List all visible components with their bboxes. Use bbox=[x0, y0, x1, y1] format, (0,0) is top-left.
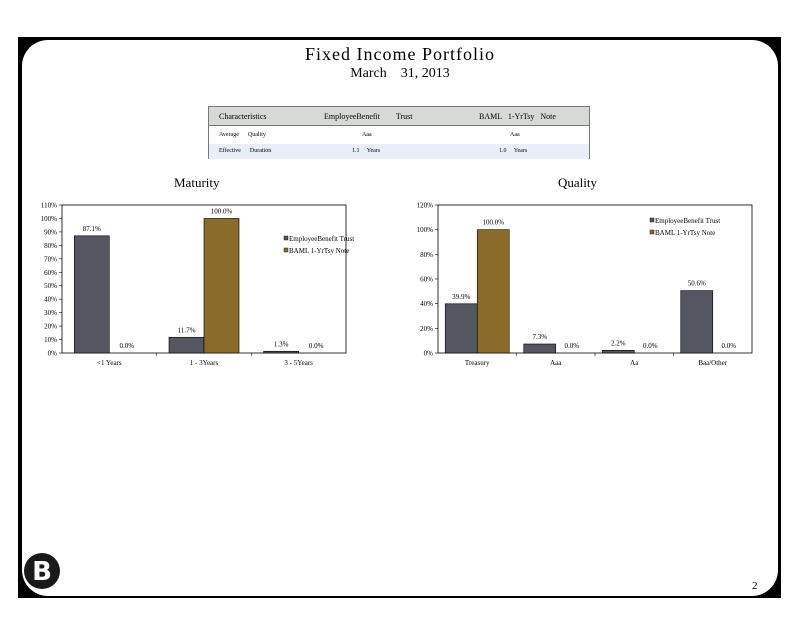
page-subtitle: March 31, 2013 bbox=[350, 66, 450, 81]
table-header-cell: Characteristics bbox=[219, 112, 267, 121]
page-title: Fixed Income Portfolio bbox=[305, 44, 495, 64]
y-tick-label: 10% bbox=[44, 336, 57, 344]
data-label: 0.0% bbox=[309, 342, 324, 350]
y-tick-label: 30% bbox=[44, 309, 57, 317]
table-header-row: Characteristics EmployeeBenefit Trust BA… bbox=[209, 107, 589, 126]
y-tick-label: 80% bbox=[44, 242, 57, 250]
y-tick-label: 80% bbox=[420, 251, 433, 259]
bar bbox=[601, 349, 635, 354]
y-tick-label: 20% bbox=[44, 323, 57, 331]
data-label: 87.1% bbox=[83, 225, 101, 233]
data-label: 7.3% bbox=[532, 333, 547, 341]
data-label: 100.0% bbox=[482, 219, 504, 227]
legend-swatch bbox=[649, 229, 655, 235]
x-tick-label: Aaa bbox=[550, 359, 562, 367]
quality-chart: 0% 20% 40% 60% 80% 100% 120% 39.9% 100.0% Treasur… bbox=[417, 202, 753, 367]
x-tick-label: Aa bbox=[630, 359, 639, 367]
y-tick-label: 40% bbox=[420, 300, 433, 308]
logo-letter: B bbox=[32, 557, 52, 587]
y-tick-label: 50% bbox=[44, 282, 57, 290]
table-cell: Average Quality bbox=[219, 132, 266, 138]
y-tick-label: 120% bbox=[417, 202, 434, 210]
company-logo: B bbox=[24, 553, 60, 589]
table-cell: Effective Duration bbox=[219, 148, 272, 154]
x-tick-label: 3 - 5Years bbox=[284, 359, 313, 367]
maturity-chart-title: Maturity bbox=[174, 175, 220, 190]
bar bbox=[203, 218, 240, 354]
table-header-cell: BAML 1-YrTsy Note bbox=[479, 112, 556, 121]
legend-label: EmployeeBenefit Trust bbox=[289, 235, 354, 243]
y-tick-label: 40% bbox=[44, 296, 57, 304]
bar bbox=[74, 235, 110, 354]
y-tick-label: 0% bbox=[48, 350, 58, 358]
x-tick-label: <1 Years bbox=[97, 359, 122, 367]
y-tick-label: 70% bbox=[44, 255, 57, 263]
data-label: 100.0% bbox=[211, 207, 233, 215]
bar bbox=[523, 343, 557, 354]
data-label: 0.0% bbox=[721, 342, 736, 350]
y-tick-label: 60% bbox=[420, 276, 433, 284]
data-label: 0.0% bbox=[643, 342, 658, 350]
characteristics-table: Characteristics EmployeeBenefit Trust BA… bbox=[208, 106, 590, 159]
bar bbox=[444, 303, 478, 354]
table-row: Average Quality Aaa Aaa bbox=[209, 128, 589, 143]
bar bbox=[680, 290, 714, 354]
legend-swatch bbox=[649, 217, 655, 223]
legend-label: BAML 1-YrTsy Note bbox=[655, 229, 715, 237]
y-tick-label: 90% bbox=[44, 228, 57, 236]
data-label: 0.0% bbox=[564, 342, 579, 350]
page-number: 2 bbox=[752, 580, 758, 592]
y-tick-label: 0% bbox=[424, 350, 434, 358]
table-cell: Aaa bbox=[510, 132, 520, 138]
maturity-chart: 0% 10% 20% 30% 40% 50% 60% 70% 80% 90% 100% 110% 87.… bbox=[41, 202, 355, 368]
bar bbox=[476, 229, 510, 354]
table-row: Effective Duration 1.1 Years 1.0 Years bbox=[209, 144, 589, 159]
data-label: 39.9% bbox=[452, 293, 470, 301]
legend-swatch bbox=[283, 235, 289, 241]
y-tick-label: 20% bbox=[420, 325, 433, 333]
x-tick-label: Treasury bbox=[465, 359, 490, 367]
data-label: 50.6% bbox=[688, 280, 706, 288]
x-tick-label: 1 - 3Years bbox=[190, 359, 219, 367]
quality-chart-title: Quality bbox=[558, 175, 597, 190]
y-tick-label: 110% bbox=[41, 202, 57, 210]
data-label: 0.0% bbox=[120, 342, 135, 350]
y-tick-label: 60% bbox=[44, 269, 57, 277]
x-tick-label: Baa/Other bbox=[698, 359, 727, 367]
bar bbox=[263, 350, 299, 354]
data-label: 1.3% bbox=[274, 340, 289, 348]
y-tick-label: 100% bbox=[417, 226, 434, 234]
table-cell: 1.1 Years bbox=[352, 148, 381, 154]
table-cell: 1.0 Years bbox=[499, 148, 528, 154]
table-header-cell: EmployeeBenefit Trust bbox=[324, 112, 413, 121]
table-cell: Aaa bbox=[362, 132, 372, 138]
data-label: 11.7% bbox=[178, 326, 196, 334]
legend-label: EmployeeBenefit Trust bbox=[655, 217, 720, 225]
legend-label: BAML 1-YrTsy Note bbox=[289, 247, 349, 255]
legend-swatch bbox=[283, 247, 289, 253]
bar bbox=[168, 336, 205, 354]
data-label: 2.2% bbox=[611, 339, 626, 347]
y-tick-label: 100% bbox=[41, 215, 58, 223]
